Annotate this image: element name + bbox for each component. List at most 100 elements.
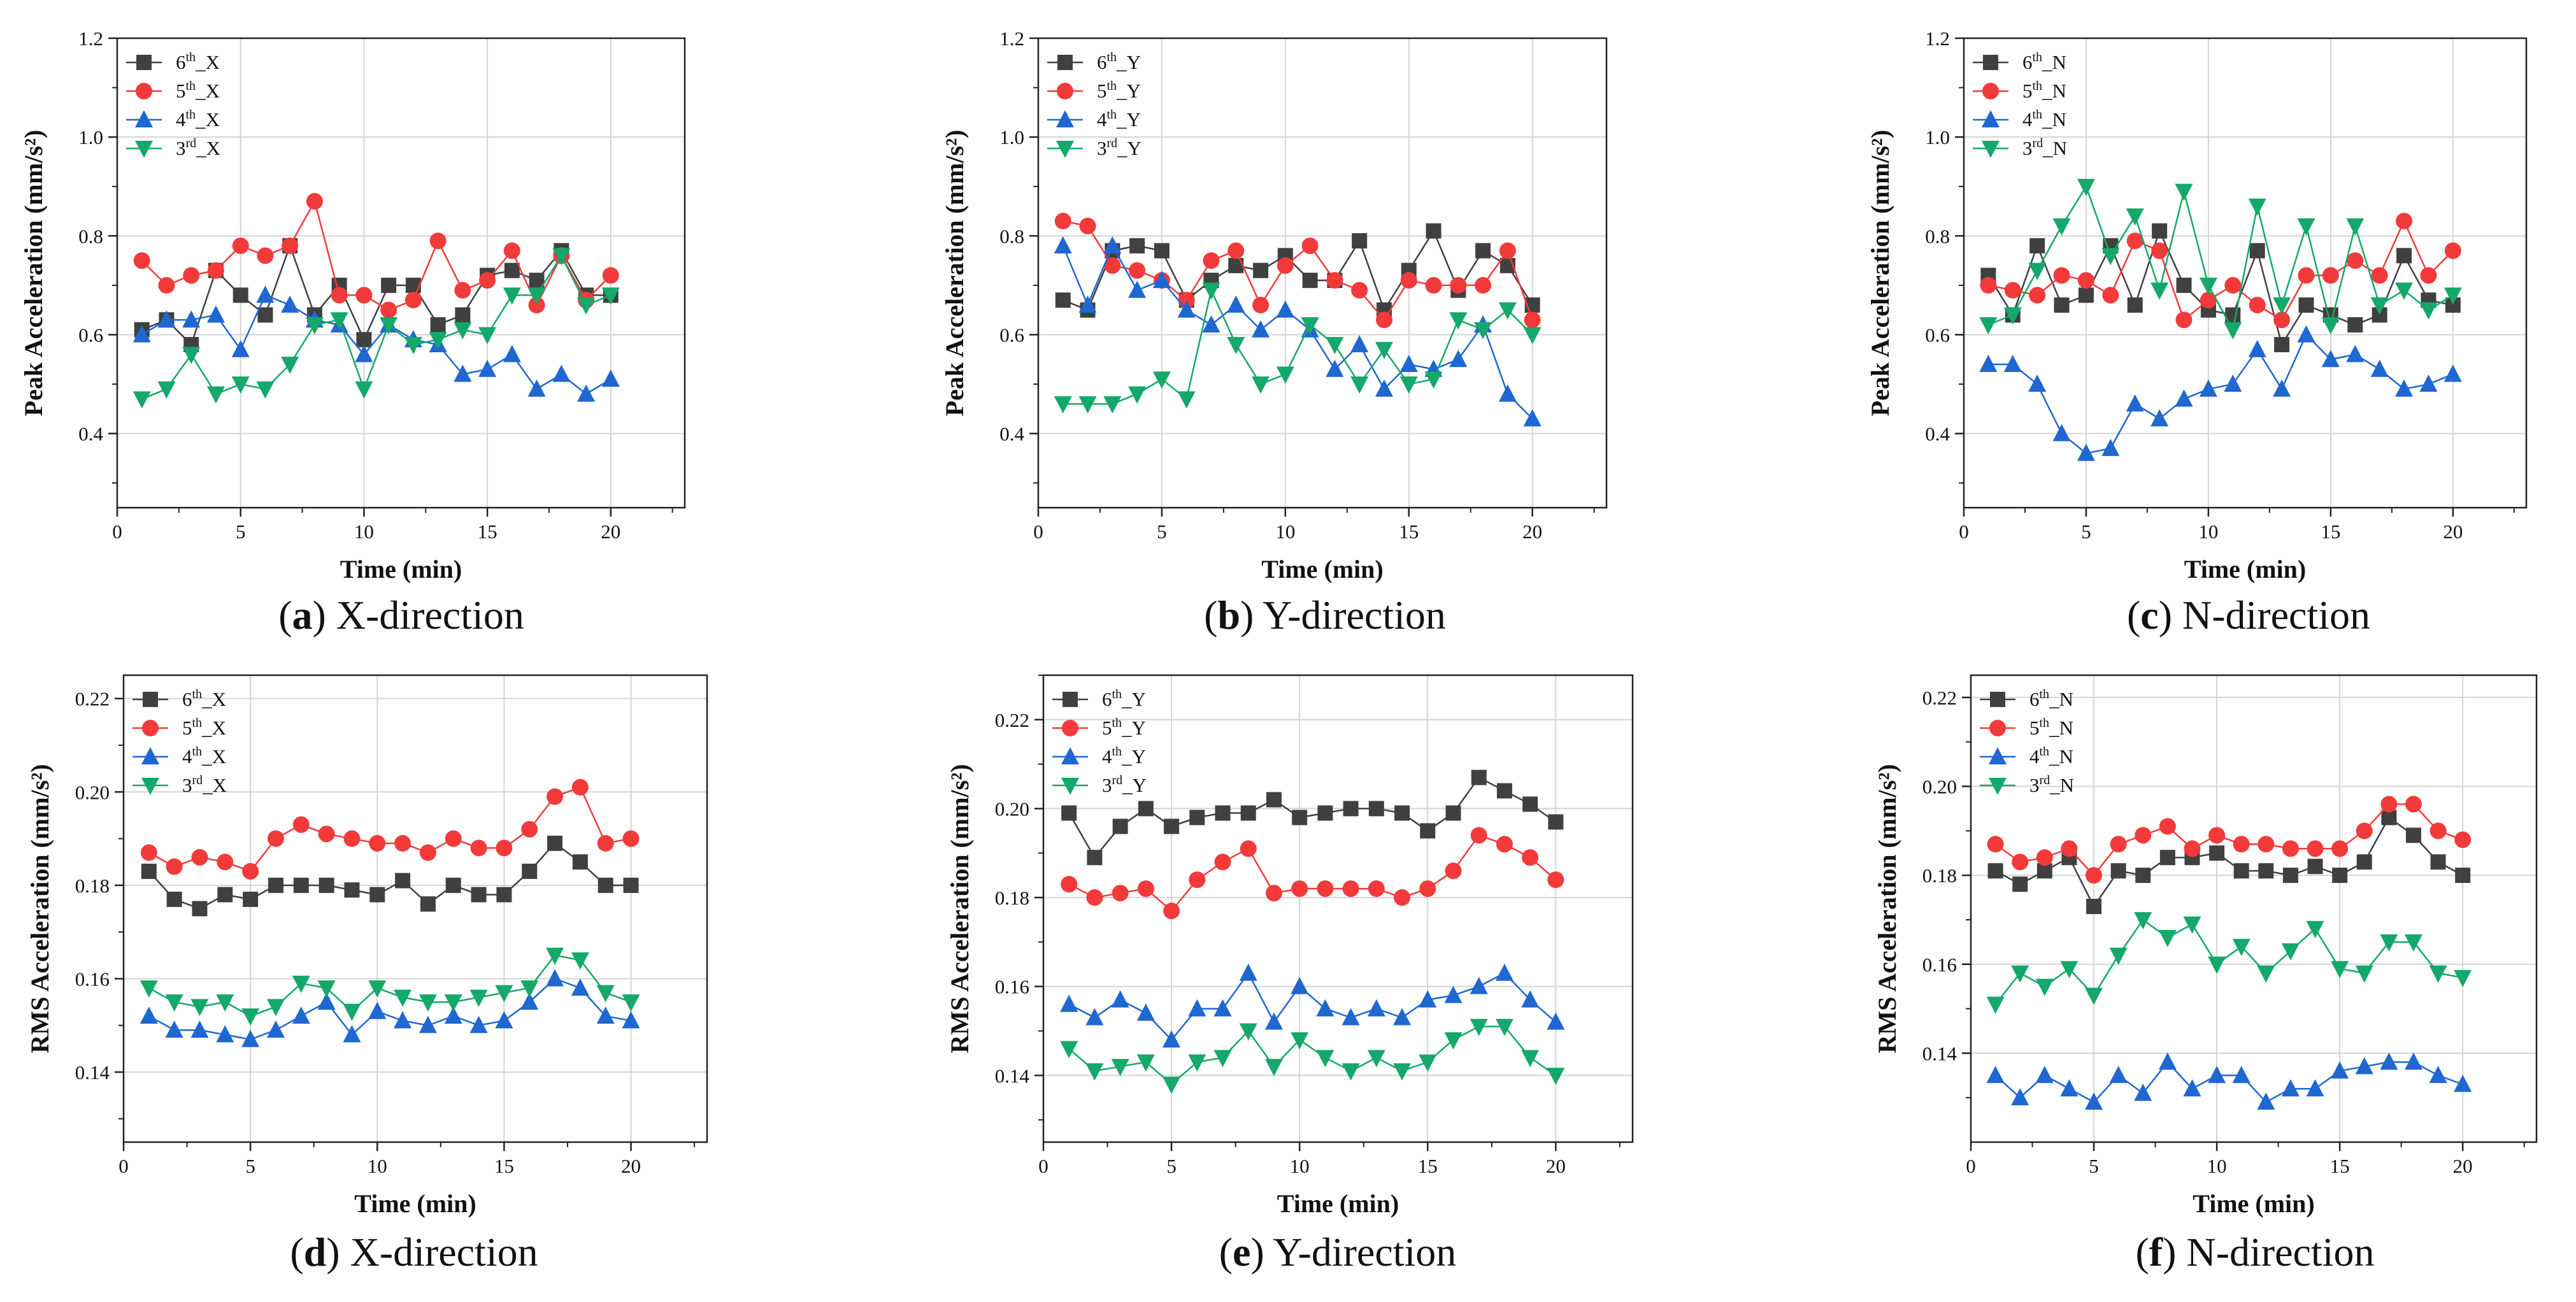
data-point-3rd_N <box>2331 961 2349 978</box>
data-point-5th_X <box>503 242 520 259</box>
data-point-4th_X <box>165 1020 183 1038</box>
data-point-6th_X <box>529 273 545 289</box>
x-tick-label: 0 <box>112 520 122 543</box>
data-point-3rd_X <box>419 994 437 1012</box>
data-point-3rd_X <box>182 347 201 364</box>
series-5th_N <box>1980 213 2461 329</box>
data-point-5th_Y <box>1547 871 1564 889</box>
plot-frame <box>1037 37 1608 509</box>
series-5th_Y <box>1061 827 1564 919</box>
series-6th_Y <box>1061 769 1564 866</box>
data-point-5th_X <box>158 276 175 294</box>
data-point-6th_N <box>2135 868 2151 884</box>
x-tick-label: 20 <box>2453 1155 2473 1177</box>
y-axis-title: Peak Acceleration (mm/s²) <box>19 130 48 417</box>
data-point-4th_Y <box>1276 300 1294 318</box>
data-point-4th_Y <box>1163 1030 1181 1048</box>
data-point-3rd_N <box>2454 969 2472 987</box>
data-point-3rd_N <box>2011 965 2029 983</box>
data-point-3rd_N <box>2060 961 2079 978</box>
series-3rd_X <box>140 947 640 1026</box>
data-point-3rd_N <box>2355 965 2373 983</box>
data-point-6th_Y <box>1253 262 1269 278</box>
chart-panel-d: 0 5 10 15 20 0.14 0.16 0.18 0.20 0.22 Time (min) RM… <box>25 674 708 1275</box>
data-point-5th_N <box>2233 836 2250 853</box>
data-point-4th_N <box>2297 325 2315 343</box>
data-point-4th_Y <box>1111 990 1129 1008</box>
x-tick-label: 5 <box>245 1155 255 1177</box>
data-point-3rd_X <box>317 980 336 998</box>
data-point-3rd_Y <box>1163 1077 1181 1094</box>
data-point-3rd_X <box>292 975 310 993</box>
data-point-3rd_X <box>596 985 615 1003</box>
data-point-6th_N <box>2282 868 2298 884</box>
data-point-3rd_N <box>2126 208 2144 226</box>
legend-marker <box>141 778 159 795</box>
data-point-5th_N <box>2200 292 2217 309</box>
data-point-3rd_Y <box>1449 312 1468 330</box>
legend-marker <box>141 747 159 764</box>
data-point-6th_N <box>2258 863 2274 879</box>
data-point-3rd_Y <box>1227 336 1245 354</box>
data-point-3rd_N <box>2395 282 2414 300</box>
data-point-4th_N <box>2224 375 2242 392</box>
data-point-5th_Y <box>1214 854 1231 871</box>
data-point-4th_Y <box>1498 384 1517 402</box>
data-point-6th_Y <box>1496 783 1512 799</box>
y-tick-label: 0.20 <box>75 781 110 803</box>
data-point-5th_N <box>2029 287 2046 304</box>
data-point-6th_Y <box>1475 243 1491 259</box>
y-tick-label: 0.14 <box>75 1061 110 1084</box>
data-point-3rd_N <box>2306 920 2324 938</box>
data-point-5th_X <box>217 854 234 871</box>
data-point-5th_X <box>470 840 487 857</box>
data-point-4th_X <box>132 325 151 343</box>
plot-frame <box>122 674 708 1143</box>
data-point-5th_N <box>2053 267 2070 284</box>
data-point-5th_N <box>1980 276 1997 294</box>
data-point-6th_X <box>504 262 520 278</box>
x-tick-label: 20 <box>621 1155 641 1177</box>
data-point-3rd_X <box>231 376 250 394</box>
data-point-3rd_Y <box>1444 1032 1463 1050</box>
data-point-4th_X <box>317 992 336 1010</box>
data-point-5th_N <box>2454 831 2472 848</box>
data-point-4th_X <box>419 1015 437 1033</box>
data-point-4th_N <box>2321 350 2340 368</box>
data-point-3rd_N <box>2419 302 2438 320</box>
data-point-3rd_Y <box>1202 282 1220 300</box>
data-point-4th_N <box>2454 1075 2472 1092</box>
legend-label: 4th_N <box>2022 108 2066 131</box>
data-point-6th_X <box>522 863 538 879</box>
y-axis-title: Peak Acceleration (mm/s²) <box>1866 130 1894 417</box>
data-point-3rd_Y <box>1521 1050 1540 1068</box>
data-point-4th_X <box>622 1011 640 1029</box>
x-tick-label: 20 <box>1546 1155 1566 1177</box>
data-point-6th_X <box>445 877 461 893</box>
legend-label: 3rd_Y <box>1097 136 1141 159</box>
legend-marker <box>135 141 153 158</box>
data-point-5th_Y <box>1079 217 1096 234</box>
legend-marker <box>142 720 159 736</box>
data-point-6th_Y <box>1548 814 1564 830</box>
data-point-3rd_N <box>2273 297 2291 315</box>
data-point-4th_Y <box>1399 355 1418 373</box>
data-point-4th_N <box>2077 443 2095 461</box>
chart-panel-c: 0 5 10 15 20 0.4 0.6 0.8 1.0 1.2 Time (min) Peak Ac… <box>1866 27 2528 638</box>
data-point-3rd_N <box>2321 317 2340 334</box>
data-point-5th_N <box>2184 840 2201 857</box>
data-point-6th_Y <box>1352 233 1368 249</box>
data-point-5th_N <box>2151 242 2168 259</box>
data-point-6th_Y <box>1445 805 1461 821</box>
data-point-4th_X <box>527 379 546 397</box>
data-point-5th_X <box>166 858 183 875</box>
data-point-5th_Y <box>1394 889 1411 906</box>
data-point-4th_X <box>241 1029 260 1047</box>
legend-marker <box>1061 778 1079 795</box>
data-point-4th_N <box>2419 375 2438 392</box>
data-point-4th_N <box>2208 1066 2226 1084</box>
data-point-6th_X <box>369 887 385 903</box>
data-point-5th_X <box>343 830 361 847</box>
series-4th_N <box>1986 1052 2472 1110</box>
data-point-6th_Y <box>1394 805 1410 821</box>
